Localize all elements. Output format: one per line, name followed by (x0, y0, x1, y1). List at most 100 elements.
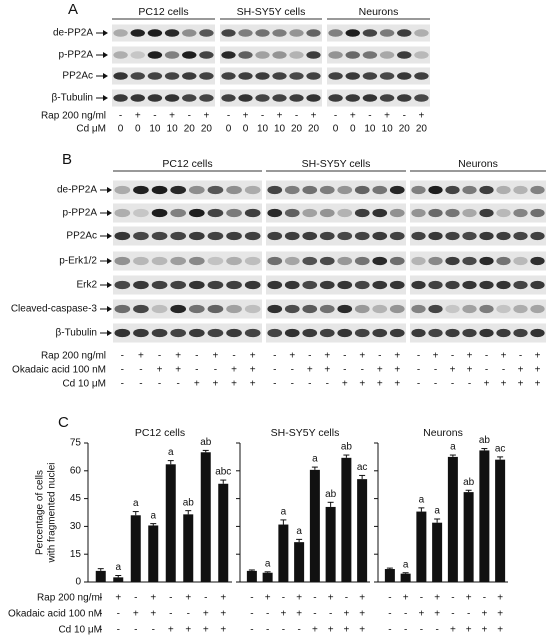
row-label: Erk2 (76, 280, 97, 291)
condition-value: + (169, 111, 175, 122)
condition-value: - (404, 609, 407, 620)
condition-value: - (282, 625, 285, 636)
blot-band (428, 280, 443, 290)
condition-value: 0 (333, 124, 339, 135)
blot-strip (410, 275, 546, 295)
blot-band (114, 185, 131, 195)
blot-band (337, 208, 353, 218)
bar (95, 570, 106, 582)
arrow-head (107, 233, 112, 239)
blot-strip (327, 46, 430, 64)
arrow-head (103, 30, 108, 36)
condition-value: + (220, 593, 226, 604)
blot-strip (113, 323, 262, 343)
blot-band (170, 185, 187, 195)
condition-value: + (384, 111, 390, 122)
blot-band (221, 72, 236, 80)
blot-band (284, 208, 300, 218)
blot-band (255, 94, 270, 102)
bar (384, 569, 395, 582)
blot-band (354, 231, 370, 241)
condition-value: - (204, 593, 207, 604)
bar (447, 456, 458, 582)
condition-value: + (175, 365, 181, 376)
significance-label: ac (357, 462, 368, 473)
blot-band (272, 29, 287, 37)
blot-band (372, 304, 388, 314)
blot-band (379, 72, 395, 80)
condition-value: - (266, 625, 269, 636)
blot-band (133, 208, 149, 218)
blot-strip (410, 203, 546, 223)
significance-label: abc (215, 467, 231, 478)
condition-value: - (169, 609, 172, 620)
condition-value: + (403, 593, 409, 604)
group-header: PC12 cells (162, 158, 212, 170)
row-label: p-PP2A (59, 50, 94, 61)
blot-band (188, 304, 205, 314)
condition-value: - (313, 593, 316, 604)
condition-value: - (451, 593, 454, 604)
bar (495, 459, 506, 582)
condition-value: 0 (118, 124, 124, 135)
condition-value: 10 (257, 124, 269, 135)
blot-band (354, 256, 370, 266)
condition-value: + (418, 609, 424, 620)
blot-band (244, 256, 261, 266)
blot-band (445, 185, 460, 195)
panel-letter: C (58, 414, 69, 431)
blot-band (199, 29, 214, 37)
condition-value: + (497, 593, 503, 604)
condition-value: 10 (364, 124, 376, 135)
blot-band (328, 29, 343, 37)
blot-band (267, 231, 283, 241)
blot-band (130, 72, 145, 80)
blot-band (207, 208, 224, 218)
blot-band (445, 231, 460, 241)
condition-value: - (99, 593, 102, 604)
blot-band (255, 72, 270, 80)
condition-value: - (177, 379, 180, 390)
condition-value: - (417, 351, 420, 362)
blot-band (479, 280, 494, 290)
blot-band (267, 185, 283, 195)
blot-band (188, 256, 205, 266)
blot-band (188, 328, 205, 338)
condition-value: + (203, 609, 209, 620)
condition-value: - (266, 609, 269, 620)
blot-band (389, 304, 405, 314)
condition-value: - (119, 111, 122, 122)
blot-band (151, 256, 168, 266)
condition-value: + (203, 625, 209, 636)
bar (218, 483, 229, 582)
condition-label: Cd μM (76, 124, 106, 135)
group-header: SH-SY5Y cells (237, 6, 306, 18)
blot-band (319, 185, 335, 195)
blot-band (302, 304, 318, 314)
blot-band (182, 72, 197, 80)
blot-band (462, 185, 477, 195)
condition-value: + (289, 351, 295, 362)
condition-value: - (139, 365, 142, 376)
condition-value: + (328, 625, 334, 636)
blot-band (345, 72, 360, 80)
condition-value: + (185, 593, 191, 604)
blot-strip (220, 89, 322, 107)
condition-value: + (433, 351, 439, 362)
blot-band (397, 94, 412, 102)
blot-band (164, 94, 180, 102)
blot-band (414, 94, 429, 102)
condition-value: + (467, 351, 473, 362)
condition-value: - (139, 379, 142, 390)
bar (400, 573, 411, 582)
blot-band (284, 328, 300, 338)
blot-band (130, 51, 145, 59)
row-label: de-PP2A (53, 28, 93, 39)
blot-band (479, 256, 494, 266)
blot-band (397, 29, 412, 37)
condition-value: + (135, 111, 141, 122)
condition-value: - (195, 365, 198, 376)
bar (262, 572, 273, 582)
significance-label: a (312, 454, 318, 465)
significance-label: a (133, 498, 139, 509)
